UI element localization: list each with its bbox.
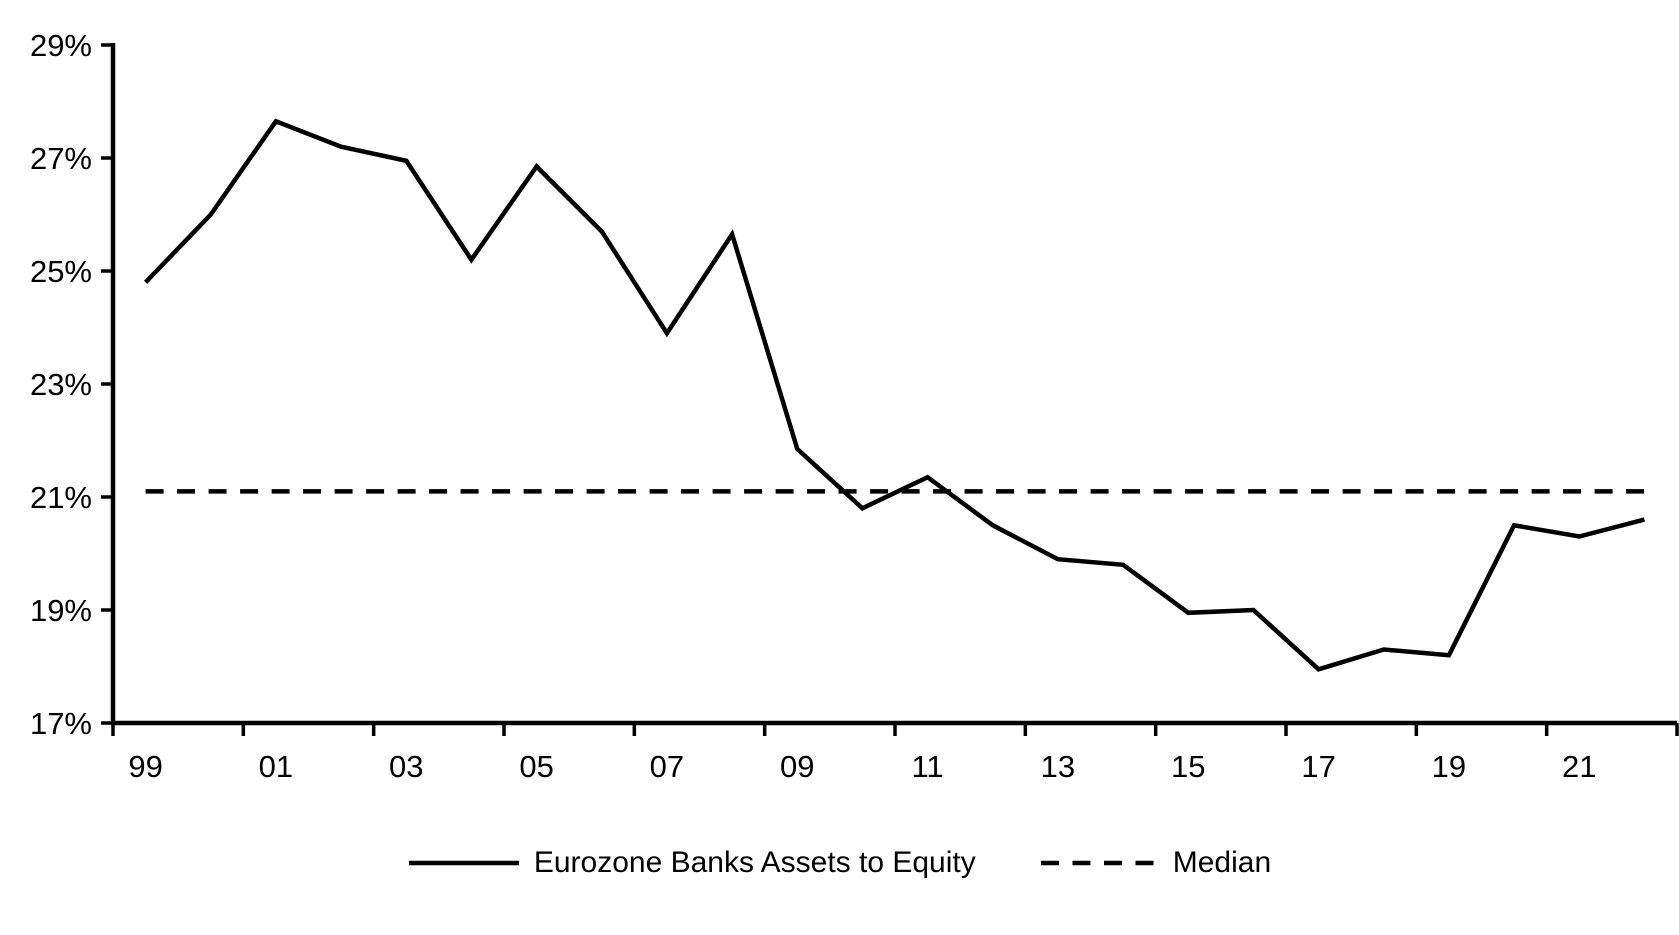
x-axis-label: 15 <box>1171 749 1205 784</box>
dashed-line-icon <box>1040 860 1158 866</box>
y-axis-label: 23% <box>30 367 92 402</box>
x-axis-label: 03 <box>389 749 423 784</box>
y-axis-label: 29% <box>30 28 92 63</box>
series-line <box>143 118 1645 672</box>
chart-legend: Eurozone Banks Assets to Equity Median <box>0 846 1679 880</box>
x-axis-label: 01 <box>259 749 293 784</box>
x-axis-label: 17 <box>1301 749 1335 784</box>
x-axis-label: 09 <box>780 749 814 784</box>
legend-item-median: Median <box>1040 846 1271 880</box>
solid-line-icon <box>408 860 519 866</box>
x-axis-label: 07 <box>650 749 684 784</box>
legend-median-label: Median <box>1172 846 1272 879</box>
x-axis-label: 19 <box>1432 749 1466 784</box>
y-axis-label: 27% <box>30 141 92 176</box>
y-axis-label: 17% <box>30 706 92 741</box>
y-axis-label: 19% <box>30 593 92 628</box>
legend-item-series: Eurozone Banks Assets to Equity <box>408 846 976 880</box>
y-axis-label: 21% <box>30 480 92 515</box>
x-axis-label: 05 <box>519 749 553 784</box>
x-axis-label: 21 <box>1562 749 1596 784</box>
y-axis-label: 25% <box>30 254 92 289</box>
x-axis-label: 13 <box>1041 749 1075 784</box>
x-axis-label: 11 <box>911 749 943 784</box>
legend-series-label: Eurozone Banks Assets to Equity <box>533 846 976 879</box>
x-axis-label: 99 <box>128 749 162 784</box>
